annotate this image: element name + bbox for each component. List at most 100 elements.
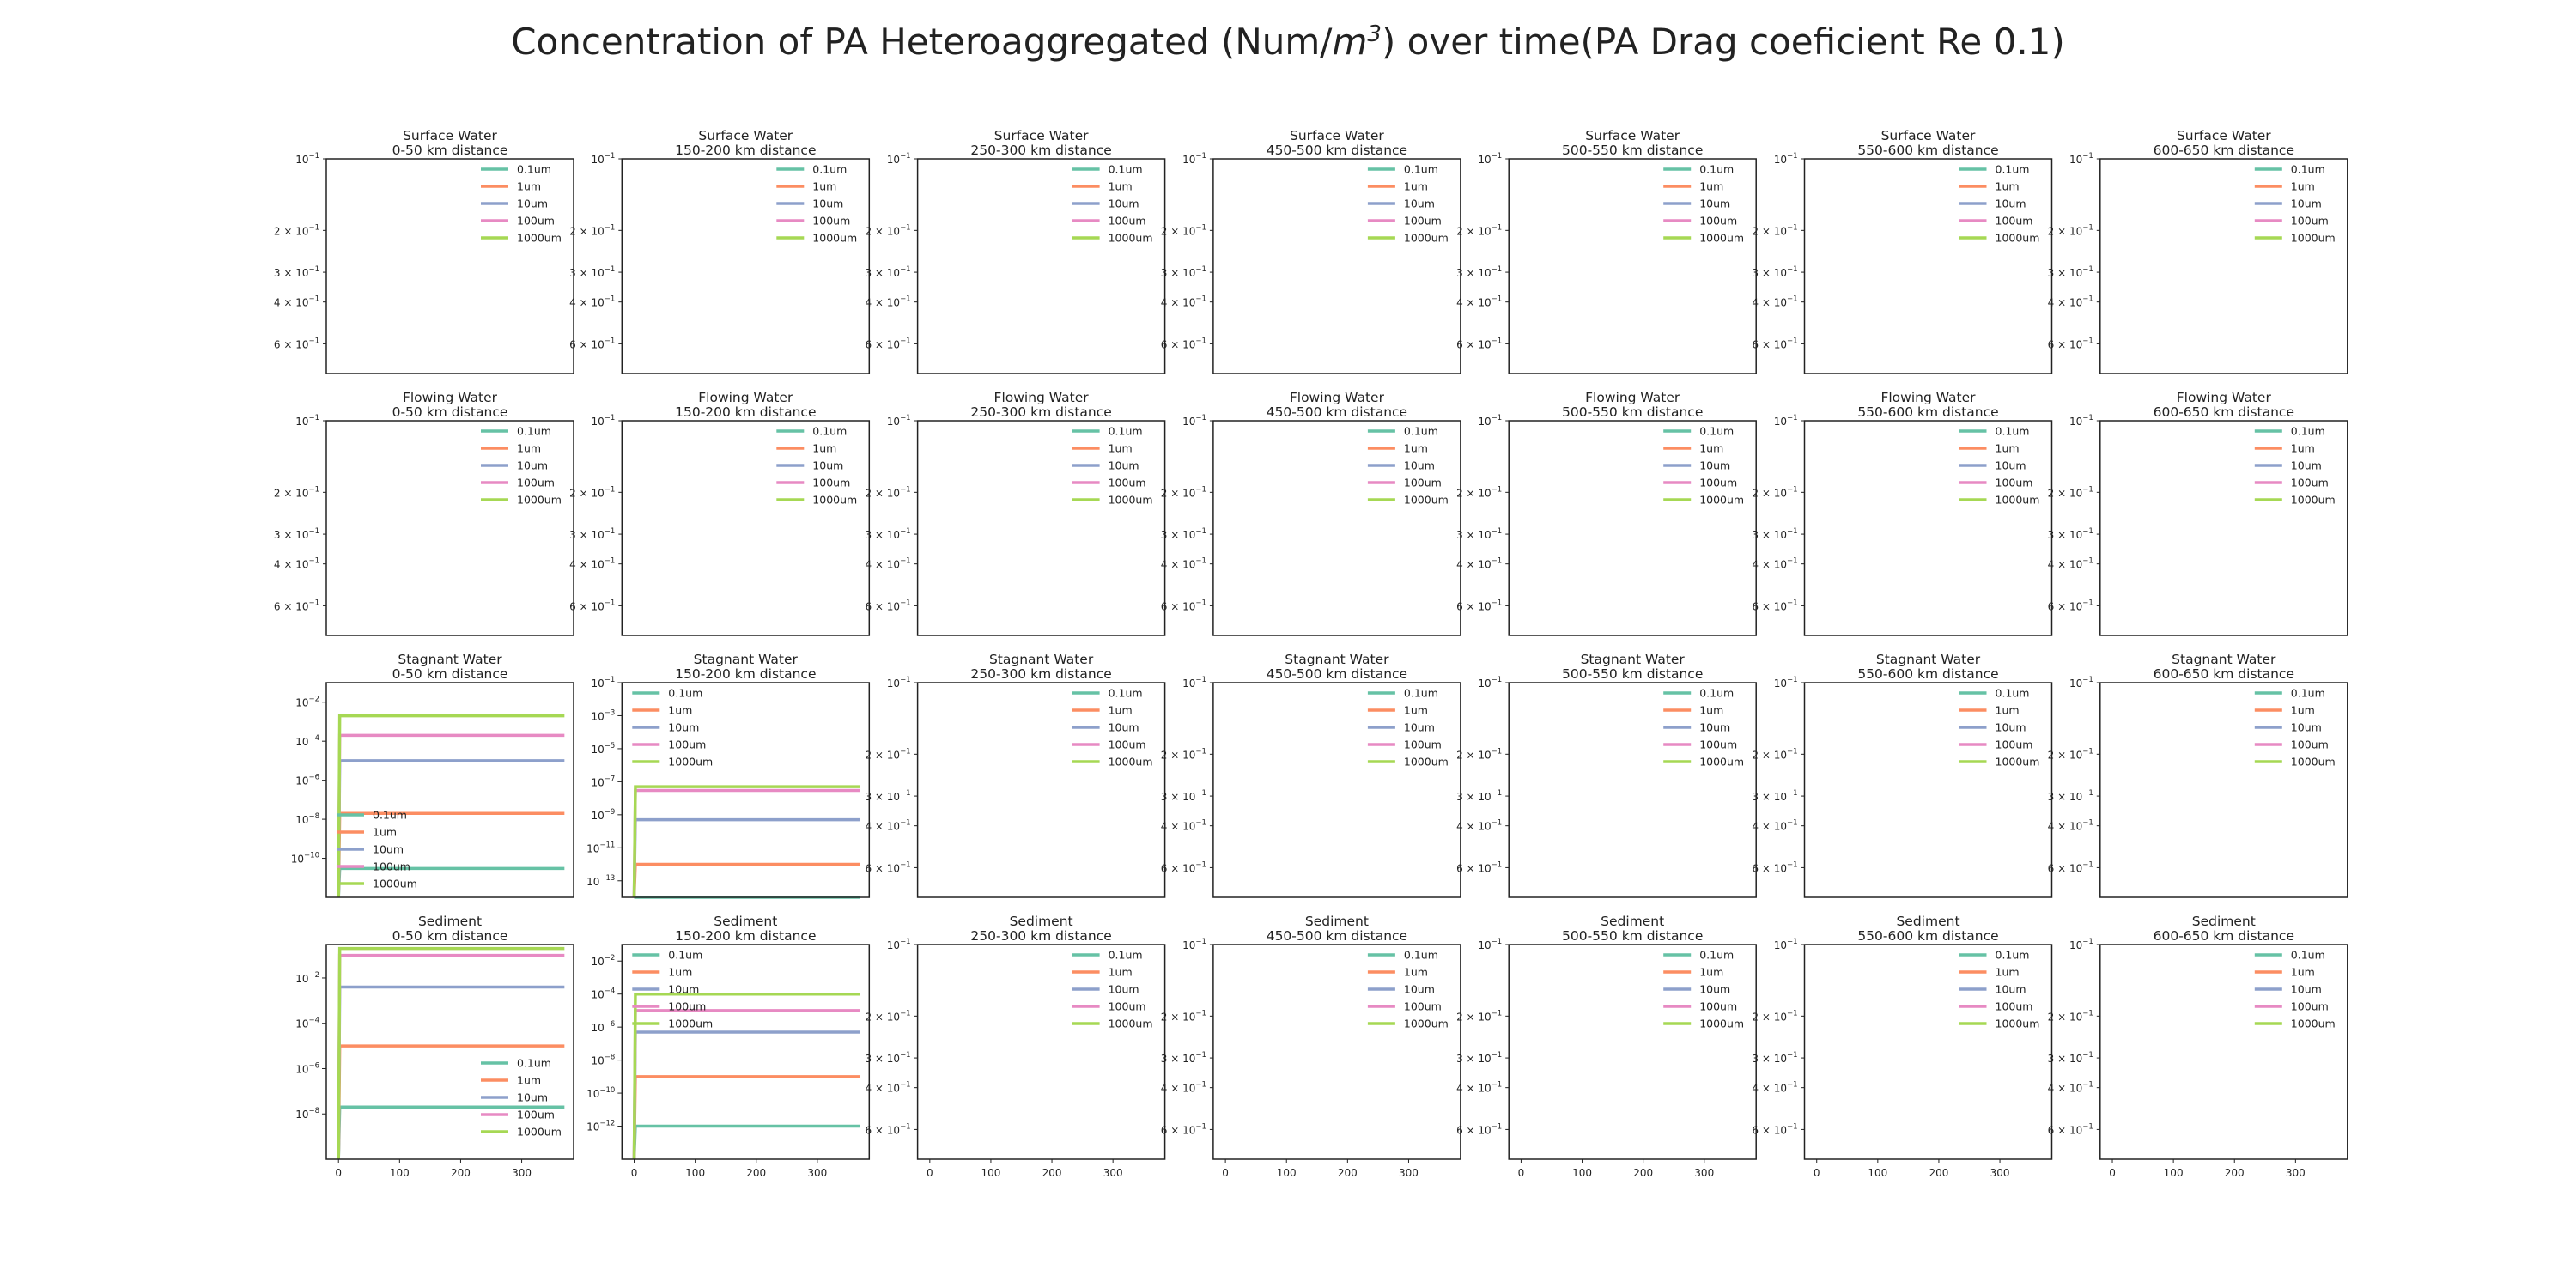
y-tick-label: 3 × 10−1 [1161, 789, 1206, 803]
y-tick-label: 3 × 10−1 [274, 527, 319, 541]
legend-label-1000um: 1000um [2291, 494, 2336, 507]
panel-frame [2099, 158, 2348, 374]
panel-title-distance: 150-200 km distance [675, 404, 816, 420]
panel-frame [621, 682, 871, 898]
legend-label-10um: 10um [517, 459, 548, 472]
legend-label-1um: 1um [668, 966, 692, 979]
panel-title-compartment: Surface Water [1585, 128, 1680, 143]
legend-label-1um: 1um [517, 442, 541, 455]
y-tick-label: 10−1 [887, 676, 911, 690]
panel-title-distance: 150-200 km distance [675, 666, 816, 682]
y-tick-label: 10−1 [2069, 676, 2093, 690]
y-tick-label: 3 × 10−1 [865, 527, 910, 541]
y-tick-label: 3 × 10−1 [2048, 1051, 2093, 1065]
legend-label-0.1um: 0.1um [1109, 425, 1143, 438]
legend-label-10um: 10um [1996, 721, 2026, 734]
legend-label-1um: 1um [517, 180, 541, 193]
legend-label-1000um: 1000um [1699, 232, 1744, 245]
y-tick-label: 4 × 10−1 [2048, 819, 2093, 833]
panel-frame [916, 158, 1166, 374]
legend: 0.1um 1um 10um 100um 1000um [2254, 425, 2336, 507]
y-tick-label: 10−1 [1478, 414, 1502, 428]
legend-label-1000um: 1000um [1109, 1018, 1153, 1030]
legend-label-1um: 1um [1996, 966, 2020, 979]
panel-frame [2099, 682, 2348, 898]
legend-label-1000um: 1000um [668, 1018, 713, 1030]
y-tick-label: 6 × 10−1 [1161, 1122, 1206, 1136]
y-tick-label: 10−4 [295, 734, 319, 748]
legend-label-100um: 100um [1996, 477, 2033, 489]
legend: 0.1um 1um 10um 100um 1000um [1367, 425, 1449, 507]
panel-title-compartment: Flowing Water [1585, 390, 1680, 405]
legend: 0.1um 1um 10um 100um 1000um [337, 809, 417, 890]
y-tick-label: 10−8 [295, 1107, 319, 1121]
legend: 0.1um 1um 10um 100um 1000um [1367, 687, 1449, 769]
panel-title-compartment: Flowing Water [2177, 390, 2272, 405]
y-tick-label: 4 × 10−1 [274, 557, 319, 571]
y-tick-label: 10−13 [586, 874, 615, 888]
panel-title-compartment: Stagnant Water [694, 652, 799, 667]
legend-label-0.1um: 0.1um [373, 809, 407, 822]
y-tick-label: 10−1 [1182, 676, 1206, 690]
panel-title-distance: 0-50 km distance [392, 666, 508, 682]
legend-label-1000um: 1000um [1404, 1018, 1449, 1030]
legend: 0.1um 1um 10um 100um 1000um [776, 425, 857, 507]
y-tick-label: 6 × 10−1 [2048, 1122, 2093, 1136]
panel-frame [325, 420, 574, 636]
legend-label-1000um: 1000um [1996, 756, 2040, 769]
legend: 0.1um 1um 10um 100um 1000um [481, 425, 562, 507]
y-tick-label: 6 × 10−1 [1456, 860, 1502, 874]
y-tick-label: 3 × 10−1 [1752, 789, 1797, 803]
y-tick-label: 2 × 10−1 [2048, 747, 2093, 761]
panel-title-distance: 0-50 km distance [392, 404, 508, 420]
panel-frame [916, 944, 1166, 1160]
y-tick-label: 3 × 10−1 [274, 265, 319, 279]
x-tick-label: 300 [1990, 1167, 2010, 1179]
y-tick-label: 10−2 [295, 696, 319, 709]
panel-title-compartment: Flowing Water [403, 390, 498, 405]
panel-frame [2099, 420, 2348, 636]
y-tick-label: 10−1 [1478, 938, 1502, 951]
y-tick-label: 4 × 10−1 [1752, 1081, 1797, 1095]
y-tick-label: 2 × 10−1 [1456, 485, 1502, 499]
legend-label-0.1um: 0.1um [1996, 949, 2030, 962]
panel-frame [2099, 944, 2348, 1160]
y-tick-label: 4 × 10−1 [1456, 557, 1502, 571]
x-tick-label: 300 [1694, 1167, 1714, 1179]
legend-label-1000um: 1000um [1109, 756, 1153, 769]
y-tick-label: 6 × 10−1 [1752, 860, 1797, 874]
panel-title-distance: 0-50 km distance [392, 928, 508, 944]
legend-label-1000um: 1000um [812, 232, 857, 245]
panel-title-compartment: Sediment [1010, 914, 1073, 929]
legend-label-1000um: 1000um [1996, 1018, 2040, 1030]
y-tick-label: 2 × 10−1 [1752, 485, 1797, 499]
legend-label-100um: 100um [1699, 738, 1737, 751]
y-tick-label: 3 × 10−1 [1752, 527, 1797, 541]
y-tick-label: 10−1 [887, 152, 911, 166]
y-tick-label: 2 × 10−1 [865, 1009, 910, 1023]
legend-label-1000um: 1000um [517, 232, 562, 245]
legend-label-1000um: 1000um [668, 756, 713, 769]
legend-label-0.1um: 0.1um [2291, 949, 2325, 962]
y-tick-label: 6 × 10−1 [2048, 337, 2093, 350]
series-line-1000um [632, 785, 860, 898]
y-tick-label: 3 × 10−1 [865, 265, 910, 279]
legend-label-100um: 100um [1109, 738, 1146, 751]
panel-title-compartment: Flowing Water [994, 390, 1090, 405]
y-tick-label: 10−1 [591, 414, 615, 428]
panel-frame [1212, 682, 1461, 898]
panel-title-distance: 500-550 km distance [1562, 404, 1703, 420]
y-tick-label: 10−1 [1774, 938, 1798, 951]
legend-label-1000um: 1000um [2291, 1018, 2336, 1030]
legend-label-10um: 10um [517, 197, 548, 210]
